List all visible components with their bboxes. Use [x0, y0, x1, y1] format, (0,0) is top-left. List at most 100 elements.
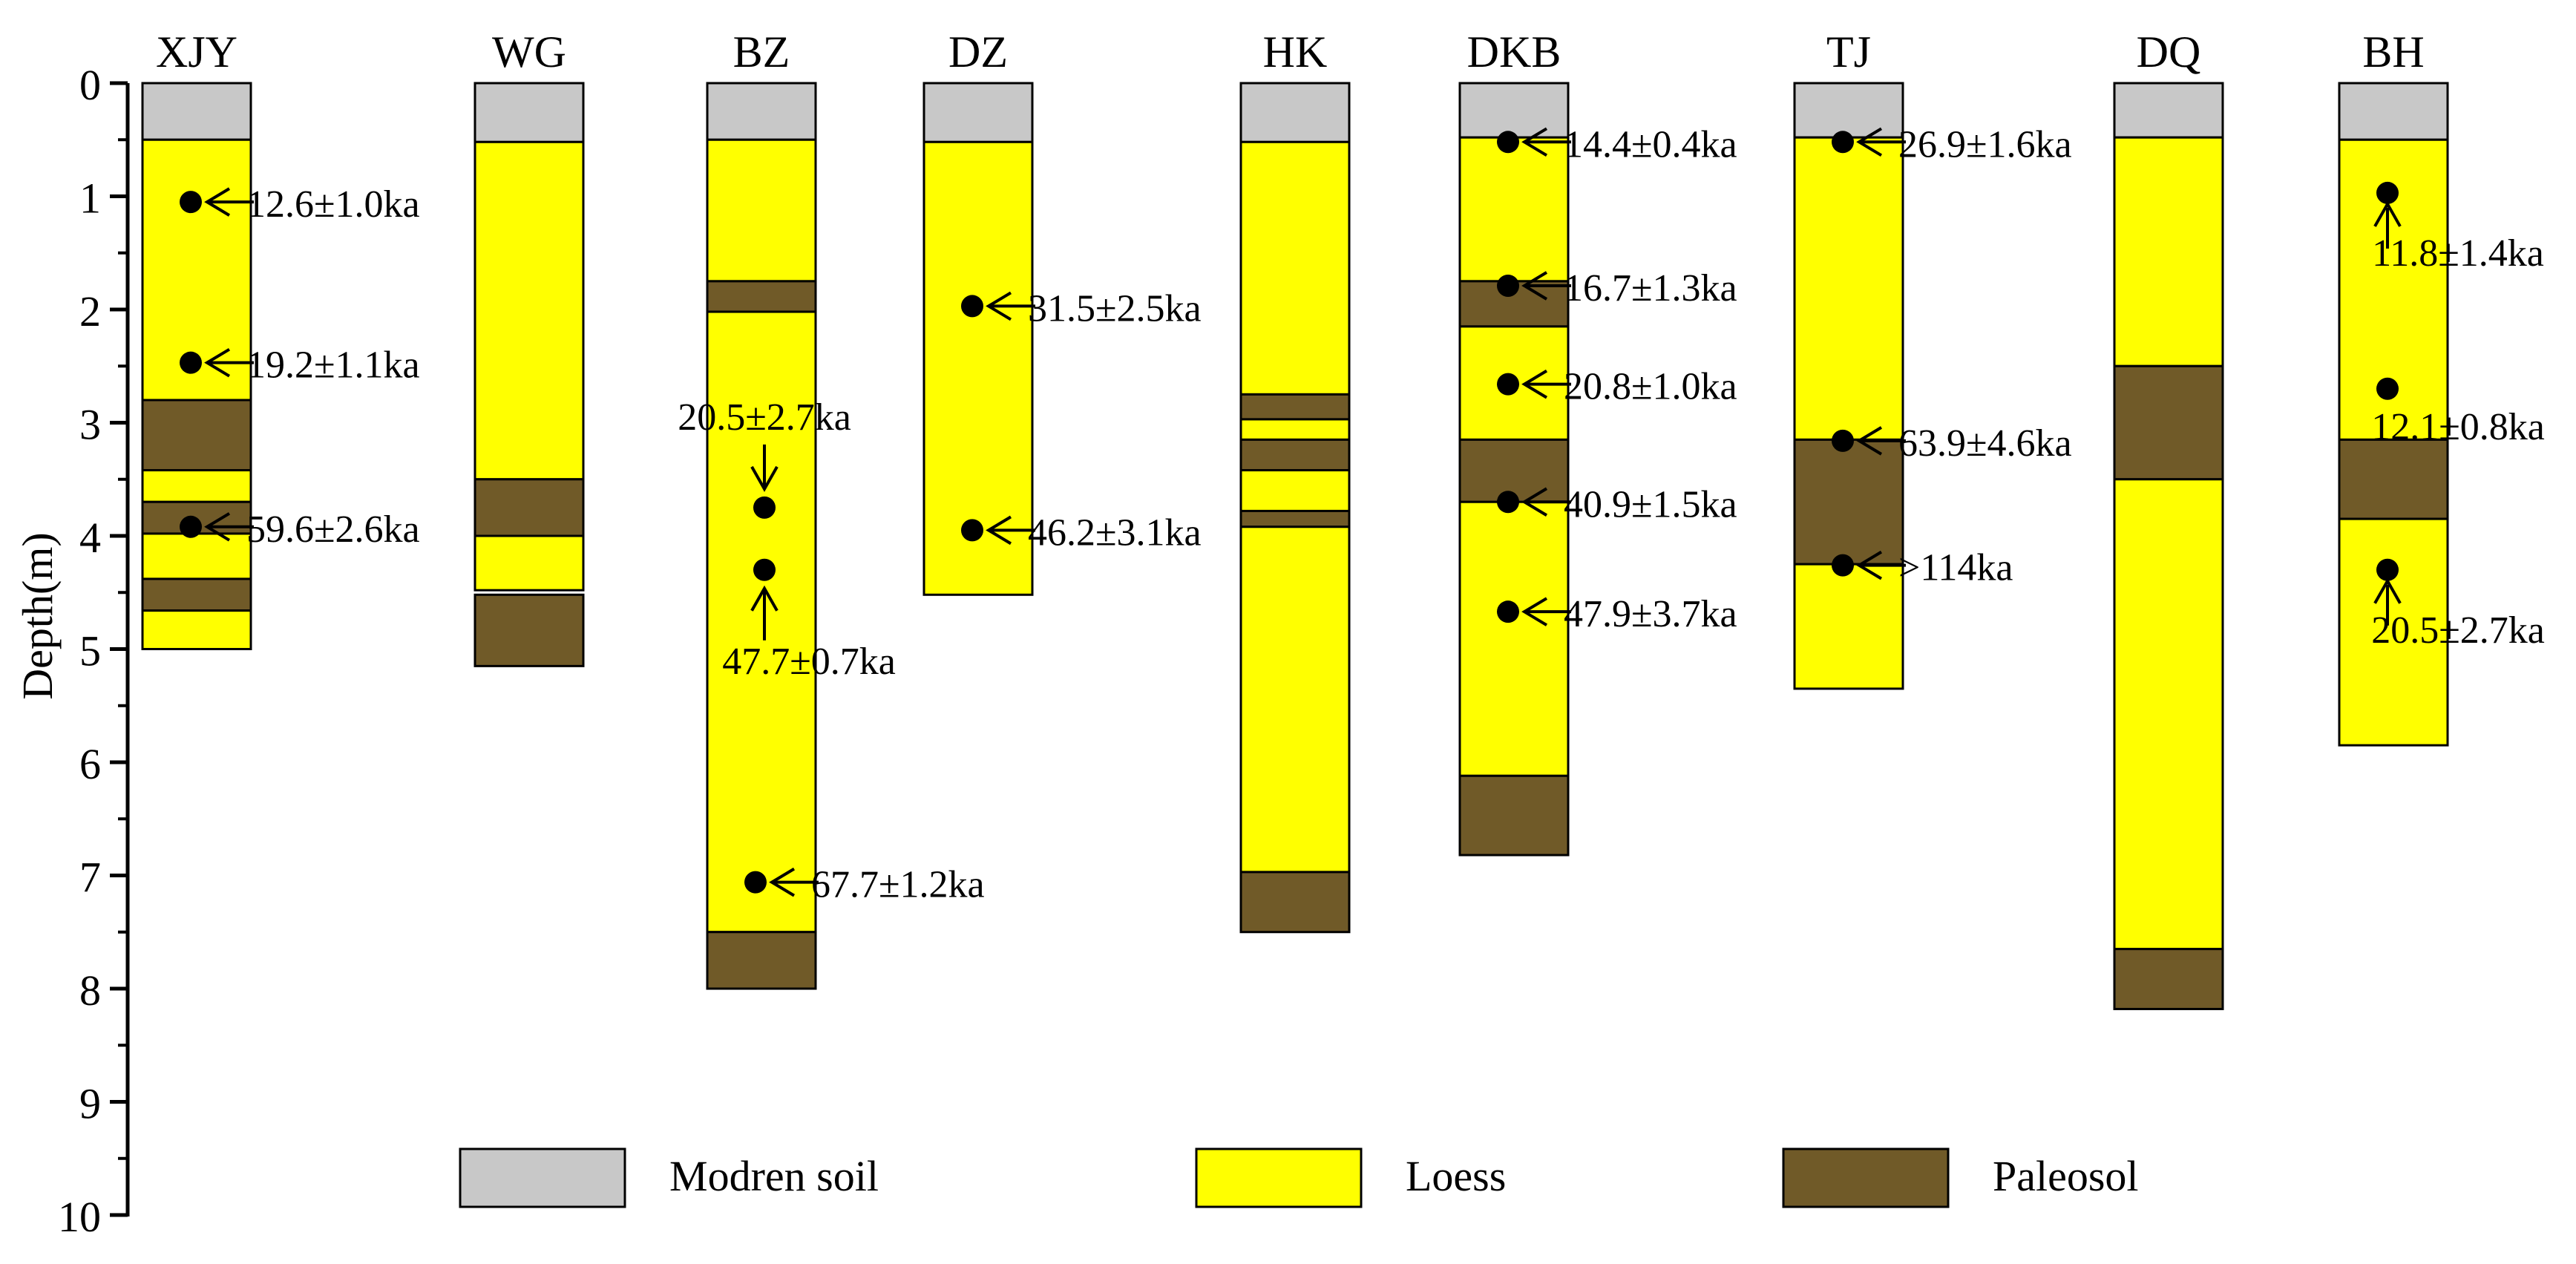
age-label: 19.2±1.1ka [246, 344, 420, 387]
sample-point [1832, 429, 1854, 452]
legend-item-paleosol: Paleosol [1782, 1147, 2139, 1208]
sample-point [961, 295, 983, 318]
sample-arrowhead [2373, 577, 2402, 604]
sample-point [1497, 600, 1519, 623]
layer-loess [473, 140, 585, 481]
depth-tick-label: 9 [79, 1080, 101, 1128]
layer-loess [473, 534, 585, 592]
layer-paleosol [2113, 948, 2224, 1010]
layer-loess [2113, 478, 2224, 951]
column-tj: TJ 26.9±1.6ka 63.9±4.6ka >114ka [1793, 27, 2072, 690]
depth-tick-label: 8 [79, 966, 101, 1015]
sample-arrowhead [750, 585, 779, 612]
layer-modern-soil [141, 82, 252, 141]
layer-paleosol [1793, 438, 1904, 566]
legend-label: Modren soil [669, 1152, 879, 1200]
sample-point [961, 519, 983, 542]
column-title: HK [1263, 27, 1328, 76]
layer-loess [706, 138, 817, 283]
age-label: 16.7±1.3ka [1564, 267, 1737, 310]
sample-arrowhead [986, 515, 1012, 546]
depth-axis-label: Depth(m) [13, 532, 62, 700]
layer-paleosol [2113, 364, 2224, 481]
sample-point [2376, 558, 2399, 581]
sample-arrowhead [204, 512, 231, 542]
legend-item-modern-soil: Modren soil [459, 1147, 879, 1208]
sample-arrowhead [1521, 487, 1548, 517]
age-label: 40.9±1.5ka [1564, 483, 1737, 525]
layer-loess [1239, 469, 1351, 512]
age-label: 12.6±1.0ka [246, 183, 420, 226]
layer-paleosol [1239, 393, 1351, 421]
age-label: 26.9±1.6ka [1898, 123, 2072, 166]
column-bh: BH 11.8±1.4ka 12.1±0.8ka 20.5±2.7ka [2338, 27, 2545, 747]
layer-paleosol [706, 280, 817, 313]
sample-point [1497, 491, 1519, 514]
layer-modern-soil [706, 82, 817, 141]
sample-arrowhead [1521, 597, 1548, 626]
sample-arrowhead [1856, 127, 1883, 157]
column-title: XJY [156, 27, 237, 76]
age-label: 11.8±1.4ka [2372, 232, 2544, 275]
layer-paleosol [706, 931, 817, 990]
sample-point [1832, 554, 1854, 577]
column-title: DZ [948, 27, 1008, 76]
sample-point [1832, 131, 1854, 154]
layer-loess [2113, 136, 2224, 367]
depth-tick-label: 0 [79, 61, 101, 109]
sample-point [744, 871, 767, 894]
sample-point [180, 191, 202, 214]
depth-tick-label: 3 [79, 401, 101, 449]
sample-arrowhead [1856, 550, 1883, 580]
sample-point [180, 515, 202, 538]
depth-tick-label: 4 [79, 514, 101, 562]
column-dq: DQ [2113, 27, 2224, 1010]
sample-arrowhead [1856, 426, 1883, 456]
depth-axis: Depth(m) 0 1 2 3 4 5 6 7 8 9 10 [13, 61, 130, 1241]
column-title: BH [2362, 27, 2424, 76]
layer-loess [706, 310, 817, 934]
age-label: 63.9±4.6ka [1898, 422, 2072, 465]
column-bz: BZ 20.5±2.7ka 47.7±0.7ka 67.7±1.2ka [678, 27, 985, 990]
sample-arrowhead [204, 187, 231, 217]
sample-point [1497, 131, 1519, 154]
sample-point [180, 351, 202, 374]
age-label: 20.8±1.0ka [1564, 366, 1737, 408]
age-label: >114ka [1898, 547, 2013, 589]
layer-paleosol [141, 399, 252, 472]
sample-point [753, 496, 776, 519]
layer-loess [1239, 140, 1351, 396]
legend-label: Loess [1406, 1152, 1506, 1200]
sample-arrowhead [1521, 369, 1548, 399]
layer-loess [141, 532, 252, 580]
sample-arrowhead [986, 291, 1012, 321]
depth-tick-label: 10 [58, 1193, 101, 1241]
layer-paleosol [1239, 871, 1351, 934]
age-label: 46.2±3.1ka [1028, 511, 1202, 554]
sample-point [1497, 274, 1519, 297]
column-wg: WG [473, 27, 585, 667]
layer-modern-soil [922, 82, 1034, 143]
columns: XJY 12.6±1.0ka 19.2±1.1ka 59.6±2.6ka WG BZ 20.… [141, 27, 2545, 1010]
sample-arrowhead [204, 347, 231, 378]
layer-paleosol [1239, 509, 1351, 528]
depth-tick-label: 6 [79, 740, 101, 788]
layer-loess [1458, 136, 1570, 283]
layer-loess [1458, 500, 1570, 777]
sample-point [753, 558, 776, 581]
age-label: 14.4±0.4ka [1564, 123, 1737, 166]
age-label: 59.6±2.6ka [246, 508, 420, 551]
column-title: BZ [733, 27, 790, 76]
column-dz: DZ 31.5±2.5ka 46.2±3.1ka [922, 27, 1202, 596]
depth-tick-label: 7 [79, 854, 101, 902]
sample-point [2376, 181, 2399, 204]
legend-item-loess: Loess [1195, 1147, 1506, 1208]
layer-loess [141, 609, 252, 651]
layer-loess [2338, 517, 2449, 747]
layer-loess [1239, 525, 1351, 874]
age-label: 47.7±0.7ka [722, 641, 896, 683]
layer-paleosol [1239, 438, 1351, 472]
sample-point [2376, 377, 2399, 400]
legend: Modren soil Loess Paleosol [459, 1147, 2139, 1208]
legend-swatch [459, 1147, 626, 1208]
